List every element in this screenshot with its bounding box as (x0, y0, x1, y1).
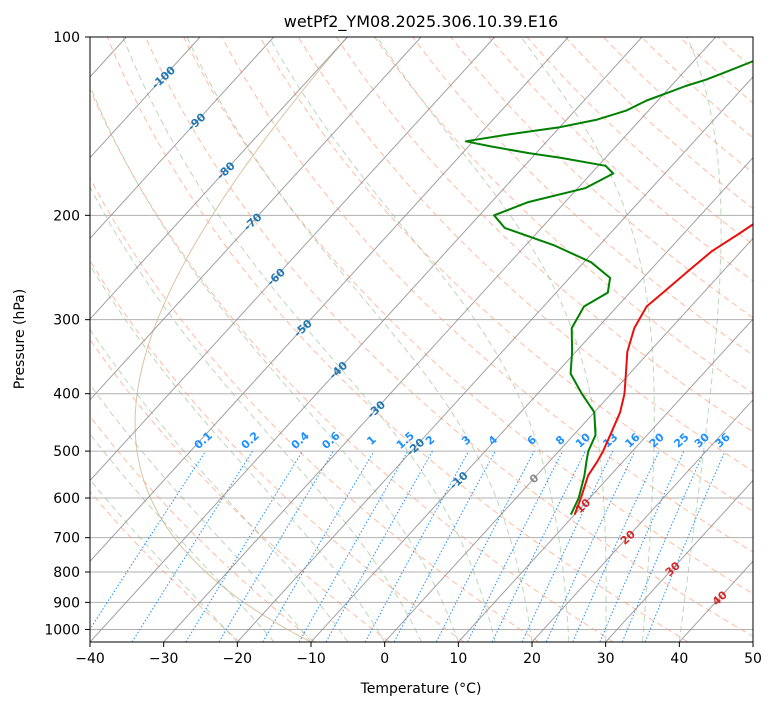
mixing-ratio-line (131, 450, 254, 642)
isotherm-line (752, 641, 753, 642)
y-tick-label: 200 (53, 208, 80, 224)
mixing-ratio-line (435, 450, 535, 642)
x-tick-label: −10 (296, 651, 326, 667)
mixing-ratio-line (599, 450, 685, 642)
isotherm-line (90, 37, 201, 159)
isotherm-line (90, 37, 348, 320)
x-axis-label: Temperature (°C) (360, 681, 482, 697)
y-tick-label: 300 (53, 313, 80, 329)
isotherm-line (236, 76, 753, 642)
mixing-ratio-line (218, 450, 334, 642)
moist-adiabat-line (678, 37, 722, 642)
isotherm-line (90, 37, 275, 240)
y-tick-label: 600 (53, 491, 80, 507)
isotherm-line (605, 479, 753, 642)
dry-adiabat-line (106, 37, 689, 642)
mixing-ratio-line (521, 450, 614, 642)
mixing-ratio-line (90, 450, 207, 631)
moist-adiabat-line (376, 37, 607, 642)
y-tick-label: 100 (53, 30, 80, 46)
moist-adiabat-line (90, 383, 312, 642)
dry-adiabat-line (90, 259, 465, 642)
moist-adiabat-line (90, 478, 238, 642)
dry-adiabat-line (90, 490, 241, 642)
mixing-ratio-line (185, 450, 304, 642)
dewpoint-profile-line (464, 60, 753, 516)
y-tick-label: 700 (53, 531, 80, 547)
dry-adiabat-line (450, 37, 753, 319)
curved-guide-line (134, 37, 348, 642)
plot-frame (89, 36, 754, 643)
dry-adiabat-line (183, 37, 753, 595)
dry-adiabat-line (259, 37, 753, 512)
isotherm-line (384, 237, 753, 642)
x-tick-label: 40 (670, 651, 688, 667)
isotherm-line (90, 37, 643, 642)
dry-adiabat-line (90, 338, 390, 642)
moist-adiabat-line (90, 185, 422, 642)
mixing-ratio-line (572, 450, 660, 642)
dry-adiabat-line (90, 88, 614, 642)
x-tick-label: 20 (523, 651, 541, 667)
isotherm-line (90, 37, 569, 563)
y-axis-label: Pressure (hPa) (12, 289, 28, 389)
moist-adiabat-line (520, 37, 655, 642)
mixing-ratio-line (325, 450, 433, 642)
background-guides (90, 37, 775, 642)
isotherm-line (163, 37, 717, 642)
isotherm-line (310, 156, 753, 642)
dry-adiabat-line (756, 37, 775, 642)
isotherm-line (457, 318, 753, 642)
temperature-profile-line (573, 223, 753, 515)
isotherm-line (531, 399, 753, 642)
moist-adiabat-line (186, 37, 533, 642)
x-tick-label: 50 (744, 651, 762, 667)
mixing-ratio-line (364, 450, 470, 642)
x-tick-label: −40 (75, 651, 105, 667)
chart-title: wetPf2_YM08.2025.306.10.39.E16 (284, 12, 558, 32)
mixing-ratio-line (545, 450, 636, 642)
y-tick-label: 400 (53, 387, 80, 403)
x-tick-label: 30 (597, 651, 615, 667)
x-tick-label: 10 (449, 651, 467, 667)
x-tick-label: 0 (380, 651, 389, 667)
y-tick-label: 900 (53, 595, 80, 611)
y-tick-label: 500 (53, 444, 80, 460)
x-axis: −40 −30 −20 −10 0 10 20 30 40 50 (75, 642, 762, 667)
y-tick-label: 1000 (44, 622, 80, 638)
mixing-ratio-line (467, 450, 564, 642)
dry-adiabat-line (90, 415, 316, 642)
moist-adiabat-line (90, 84, 459, 642)
dry-adiabat-line (90, 177, 540, 642)
dry-adiabat-line (412, 37, 753, 356)
moist-adiabat-line (90, 328, 349, 642)
sounding-profiles (464, 60, 753, 516)
y-tick-label: 800 (53, 565, 80, 581)
isotherm-line (90, 37, 496, 482)
x-tick-label: −30 (149, 651, 179, 667)
moist-adiabat-line (122, 37, 496, 642)
mixing-ratio-line (393, 450, 496, 642)
mixing-ratio-line (621, 450, 705, 642)
y-axis: 100 200 300 400 500 600 700 800 900 1000 (44, 30, 90, 638)
x-tick-label: −20 (223, 651, 253, 667)
isotherm-line (90, 37, 422, 401)
moist-adiabat-line (268, 37, 570, 642)
